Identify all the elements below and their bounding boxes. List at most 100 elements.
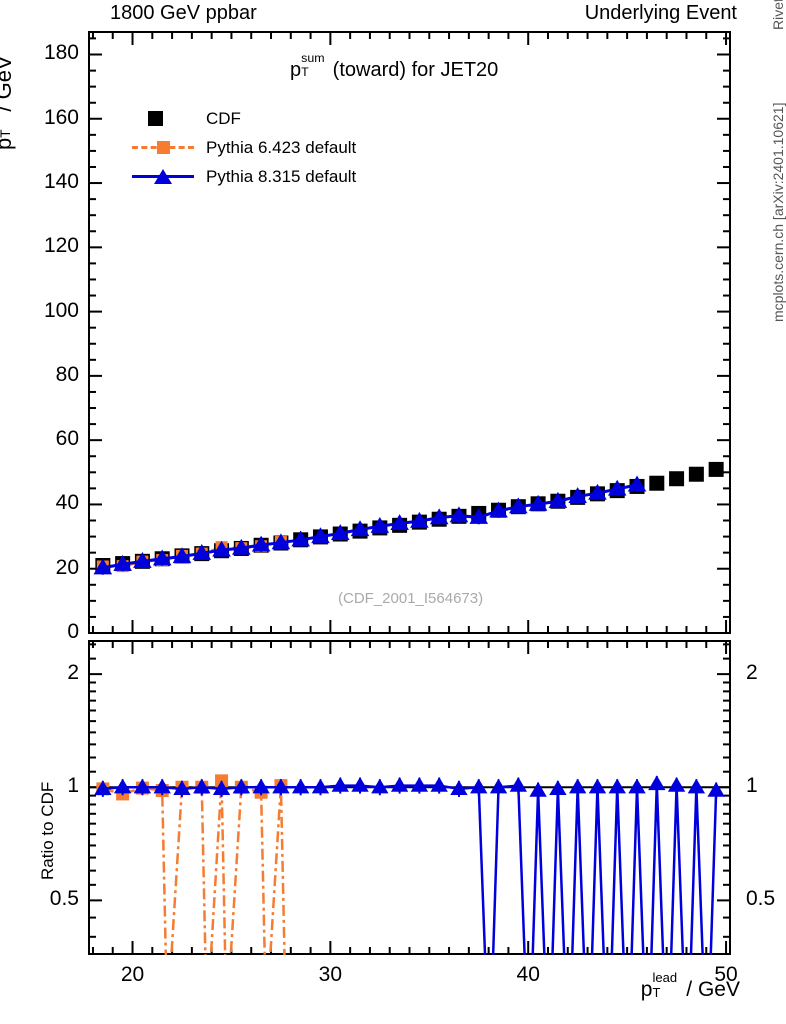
pythia8-ratio-marker xyxy=(628,778,646,794)
y-tick-label-ratio-right: 2 xyxy=(746,661,758,685)
pythia8-ratio-marker xyxy=(450,780,468,796)
pythia8-marker xyxy=(251,535,271,552)
header-analysis-label: Underlying Event xyxy=(584,2,737,24)
cdf-marker xyxy=(669,471,685,487)
pythia8-marker xyxy=(489,501,508,518)
pythia8-ratio-marker xyxy=(489,778,508,794)
cdf-marker xyxy=(649,475,665,491)
y-tick-label-main: 40 xyxy=(55,491,79,515)
pythia8-marker xyxy=(113,554,132,571)
pythia8-marker xyxy=(390,514,409,531)
pythia8-marker xyxy=(330,524,350,540)
pythia8-ratio-marker xyxy=(113,778,132,794)
x-axis-title-unit: / GeV xyxy=(680,978,740,1001)
y-tick-label-ratio-right: 0.5 xyxy=(746,887,776,911)
y-tick-label-main: 80 xyxy=(55,362,79,386)
y-tick-label-main: 100 xyxy=(43,298,79,322)
x-tick-label: 20 xyxy=(120,963,145,986)
x-tick-label: 30 xyxy=(318,963,343,986)
pythia8-marker xyxy=(607,479,627,496)
pythia8-ratio-marker xyxy=(608,778,626,794)
legend-key-dashdot-square-icon xyxy=(132,138,194,158)
legend-label-cdf: CDF xyxy=(206,108,241,128)
pythia8-ratio-marker xyxy=(470,778,488,794)
pythia8-ratio-marker xyxy=(707,781,725,797)
y-tick-label-main: 60 xyxy=(55,427,79,451)
y-tick-label-main: 160 xyxy=(43,105,79,129)
pythia8-marker xyxy=(568,487,587,504)
plot-title: p sum T (toward) for JET20 xyxy=(290,51,499,82)
plot-title-p: p xyxy=(290,59,302,81)
x-axis-title-sup: lead xyxy=(652,969,678,985)
legend-entry-cdf[interactable]: CDF xyxy=(132,104,356,133)
pythia8-ratio-marker xyxy=(588,778,607,794)
legend-entry-pythia6[interactable]: Pythia 6.423 default xyxy=(132,133,356,162)
y-tick-label-main: 120 xyxy=(43,234,79,258)
pythia8-ratio-marker xyxy=(232,778,251,794)
y-tick-label-main: 180 xyxy=(43,41,79,65)
legend-label-pythia6: Pythia 6.423 default xyxy=(206,137,357,157)
pythia8-ratio-marker xyxy=(390,776,409,792)
pythia8-marker xyxy=(271,533,291,550)
pythia8-marker xyxy=(410,511,429,528)
header-beam-label: 1800 GeV ppbar xyxy=(110,2,257,24)
pythia8-ratio-marker xyxy=(212,780,231,796)
pythia8-ratio-marker xyxy=(133,778,152,794)
pythia8-ratio-marker xyxy=(331,776,349,792)
pythia8-marker xyxy=(133,552,152,568)
plot-title-rest: (toward) for JET20 xyxy=(327,59,499,81)
pythia8-marker xyxy=(93,558,113,575)
pythia8-marker xyxy=(528,494,548,511)
pythia8-main-line xyxy=(102,483,638,570)
pythia8-ratio-marker xyxy=(351,776,369,792)
pythia8-marker xyxy=(172,547,192,564)
y-tick-label-main: 0 xyxy=(67,620,79,643)
pythia8-marker xyxy=(548,491,568,508)
pythia8-marker xyxy=(449,506,469,523)
pythia8-marker xyxy=(370,516,390,533)
legend-entry-pythia8[interactable]: Pythia 8.315 default xyxy=(132,162,356,191)
pythia8-marker xyxy=(627,475,647,492)
pythia8-ratio-marker xyxy=(430,776,448,792)
pythia8-ratio-marker xyxy=(153,778,171,794)
x-axis-title: p lead T / GeV xyxy=(641,970,740,1002)
pythia8-marker xyxy=(469,507,489,524)
pythia8-ratio-marker xyxy=(193,778,211,794)
pythia8-marker xyxy=(291,530,310,547)
pythia8-ratio-marker xyxy=(568,778,587,794)
plot-title-sub: T xyxy=(301,65,309,80)
y-tick-label-ratio: 1 xyxy=(67,774,79,798)
pythia8-ratio-marker xyxy=(173,780,191,796)
pythia8-ratio-marker xyxy=(371,778,389,794)
pythia8-ratio-marker xyxy=(509,776,527,792)
ratio-plot-frame xyxy=(88,640,731,955)
plot-title-sup: sum xyxy=(301,51,325,66)
x-tick-label: 50 xyxy=(714,963,738,986)
pythia8-ratio-marker xyxy=(410,776,429,792)
pythia8-ratio-marker xyxy=(94,780,112,796)
pythia8-marker xyxy=(232,538,251,555)
pythia8-marker xyxy=(429,508,449,525)
pythia8-ratio-marker xyxy=(252,778,270,794)
legend: CDF Pythia 6.423 default Pythia 8.315 de… xyxy=(132,104,356,191)
cdf-marker xyxy=(708,461,724,477)
legend-key-solid-triangle-icon xyxy=(132,167,194,187)
pythia8-marker xyxy=(509,497,528,514)
cdf-marker xyxy=(688,466,704,482)
pythia8-ratio-marker xyxy=(292,778,310,794)
y-tick-label-ratio: 2 xyxy=(67,661,79,685)
pythia8-ratio-marker xyxy=(648,775,666,791)
legend-key-square-icon xyxy=(132,109,194,129)
pythia8-ratio-marker xyxy=(272,778,290,794)
pythia8-ratio-marker xyxy=(311,778,330,794)
x-tick-label: 40 xyxy=(516,963,540,986)
pythia8-ratio-marker xyxy=(667,776,686,792)
pythia8-marker xyxy=(588,483,607,500)
pythia8-ratio-marker xyxy=(549,780,567,796)
pythia8-ratio-marker xyxy=(529,781,547,797)
pythia8-marker xyxy=(350,520,370,537)
x-axis-title-sub: T xyxy=(652,984,661,1000)
